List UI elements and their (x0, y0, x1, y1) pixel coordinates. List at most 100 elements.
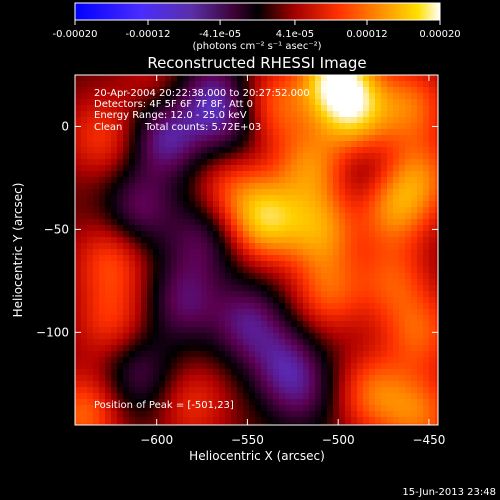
heatmap-cell (429, 321, 436, 328)
heatmap-cell (333, 405, 340, 412)
heatmap-cell (195, 351, 202, 358)
heatmap-cell (417, 219, 424, 226)
heatmap-cell (435, 87, 439, 94)
colorbar (74, 2, 441, 21)
heatmap-cell (93, 201, 100, 208)
heatmap-cell (303, 177, 310, 184)
heatmap-cell (237, 105, 244, 112)
heatmap-cell (381, 177, 388, 184)
heatmap-cell (411, 303, 418, 310)
heatmap-cell (267, 261, 274, 268)
heatmap-cell (375, 207, 382, 214)
heatmap-cell (123, 105, 130, 112)
heatmap-cell (153, 87, 160, 94)
heatmap-cell (75, 339, 82, 346)
heatmap-cell (117, 291, 124, 298)
heatmap-cell (405, 243, 412, 250)
heatmap-cell (309, 345, 316, 352)
heatmap-cell (147, 393, 154, 400)
heatmap-cell (153, 153, 160, 160)
heatmap-cell (135, 129, 142, 136)
heatmap-cell (255, 387, 262, 394)
heatmap-cell (237, 93, 244, 100)
heatmap-cell (297, 207, 304, 214)
heatmap-cell (267, 249, 274, 256)
heatmap-cell (219, 279, 226, 286)
heatmap-cell (369, 261, 376, 268)
heatmap-cell (411, 345, 418, 352)
heatmap-cell (129, 285, 136, 292)
heatmap-cell (291, 207, 298, 214)
heatmap-cell (171, 321, 178, 328)
heatmap-cell (123, 165, 130, 172)
heatmap-cell (171, 153, 178, 160)
heatmap-cell (189, 171, 196, 178)
heatmap-cell (183, 159, 190, 166)
heatmap-cell (207, 99, 214, 106)
heatmap-cell (171, 369, 178, 376)
heatmap-cell (219, 165, 226, 172)
heatmap-cell (357, 417, 364, 424)
heatmap-cell (285, 237, 292, 244)
heatmap-cell (261, 135, 268, 142)
heatmap-cell (321, 129, 328, 136)
heatmap-cell (81, 243, 88, 250)
heatmap-cell (135, 393, 142, 400)
heatmap-cell (309, 129, 316, 136)
heatmap-cell (123, 237, 130, 244)
heatmap-cell (87, 87, 94, 94)
heatmap-cell (303, 267, 310, 274)
heatmap-cell (369, 315, 376, 322)
heatmap-cell (411, 171, 418, 178)
heatmap-cell (393, 141, 400, 148)
heatmap-cell (237, 243, 244, 250)
heatmap-cell (141, 201, 148, 208)
heatmap-cell (117, 309, 124, 316)
heatmap-cell (279, 171, 286, 178)
heatmap-cell (327, 309, 334, 316)
heatmap-cell (87, 321, 94, 328)
heatmap-cell (225, 303, 232, 310)
heatmap-cell (159, 369, 166, 376)
heatmap-cell (207, 417, 214, 424)
heatmap-cell (111, 159, 118, 166)
heatmap-cell (411, 273, 418, 280)
heatmap-cell (93, 387, 100, 394)
heatmap-cell (207, 405, 214, 412)
heatmap-cell (141, 165, 148, 172)
heatmap-cell (399, 399, 406, 406)
heatmap-cell (381, 189, 388, 196)
heatmap-cell (249, 303, 256, 310)
heatmap-cell (159, 387, 166, 394)
colorbar-tick-label: -0.00012 (126, 29, 171, 40)
heatmap-cell (273, 213, 280, 220)
heatmap-cell (177, 285, 184, 292)
heatmap-cell (147, 87, 154, 94)
heatmap-cell (195, 129, 202, 136)
heatmap-cell (117, 111, 124, 118)
heatmap-cell (177, 423, 184, 426)
heatmap-cell (111, 267, 118, 274)
heatmap-cell (213, 159, 220, 166)
heatmap-cell (129, 381, 136, 388)
heatmap-cell (75, 183, 82, 190)
heatmap-cell (381, 237, 388, 244)
heatmap-cell (87, 339, 94, 346)
heatmap-cell (405, 369, 412, 376)
heatmap-cell (363, 321, 370, 328)
heatmap-cell (267, 231, 274, 238)
heatmap-cell (327, 411, 334, 418)
heatmap-cell (285, 129, 292, 136)
heatmap-cell (225, 159, 232, 166)
heatmap-cell (99, 399, 106, 406)
heatmap-cell (381, 297, 388, 304)
heatmap-cell (243, 423, 250, 426)
heatmap-cell (399, 171, 406, 178)
heatmap-cell (327, 141, 334, 148)
heatmap-cell (399, 273, 406, 280)
heatmap-cell (177, 213, 184, 220)
heatmap-cell (189, 243, 196, 250)
heatmap-cell (339, 87, 346, 94)
heatmap-cell (417, 417, 424, 424)
heatmap-cell (231, 345, 238, 352)
